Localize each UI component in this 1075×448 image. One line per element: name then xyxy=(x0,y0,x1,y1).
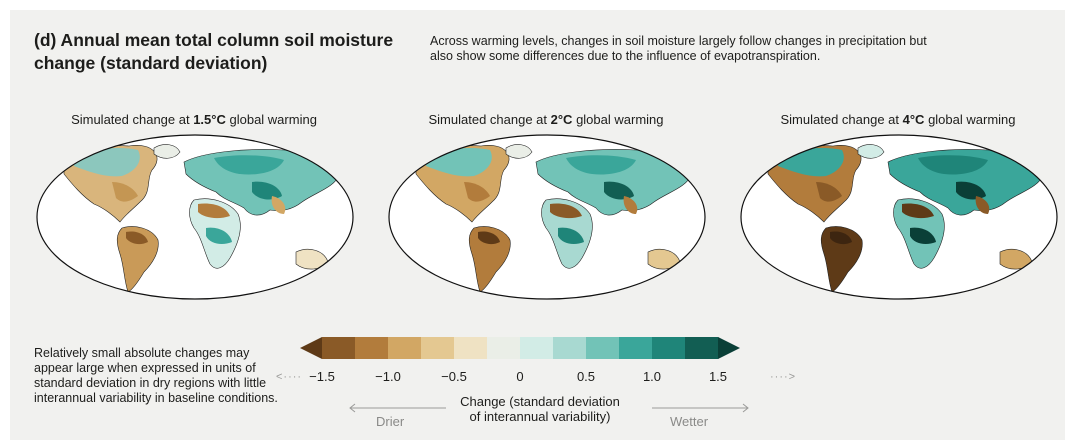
tick-label: 1.0 xyxy=(642,369,662,384)
colorbar-extend-high xyxy=(718,337,740,359)
arrow-right-dashed: ····> xyxy=(770,371,797,383)
wetter-arrow xyxy=(652,403,749,413)
tick-label: 1.5 xyxy=(708,369,728,384)
warming-level-2: 2°C xyxy=(550,112,573,127)
colorbar-cell xyxy=(553,337,587,359)
colorbar-cell xyxy=(520,337,554,359)
figure-panel: (d) Annual mean total column soil moistu… xyxy=(10,10,1065,440)
colorbar-cell xyxy=(487,337,521,359)
map-4c xyxy=(740,134,1058,300)
map-1-5c xyxy=(36,134,354,300)
tick-label: 0.5 xyxy=(576,369,596,384)
footnote: Relatively small absolute changes may ap… xyxy=(34,346,278,405)
colorbar-cell xyxy=(619,337,653,359)
colorbar-cell xyxy=(421,337,455,359)
map-label-2: Simulated change at 2°C global warming xyxy=(428,112,664,127)
tick-label: 0 xyxy=(516,369,524,384)
colorbar-extend-low xyxy=(300,337,322,359)
map-2c xyxy=(388,134,706,300)
colorbar-cell xyxy=(388,337,422,359)
drier-label: Drier xyxy=(376,414,405,429)
warming-level-4: 4°C xyxy=(902,112,925,127)
panel-description: Across warming levels, changes in soil m… xyxy=(430,34,927,63)
colorbar-cell xyxy=(586,337,620,359)
tick-label: −1.5 xyxy=(309,369,335,384)
panel-title: (d) Annual mean total column soil moistu… xyxy=(34,30,394,73)
colorbar xyxy=(300,337,740,359)
colorbar-cell xyxy=(454,337,488,359)
tick-label: −0.5 xyxy=(441,369,467,384)
colorbar-cell xyxy=(355,337,389,359)
colorbar-cell xyxy=(322,337,356,359)
tick-label: −1.0 xyxy=(375,369,401,384)
arrow-left-dashed: <···· xyxy=(276,371,303,383)
drier-arrow xyxy=(349,403,446,413)
map-label-4: Simulated change at 4°C global warming xyxy=(780,112,1016,127)
colorbar-caption: Change (standard deviation of interannua… xyxy=(460,394,620,424)
colorbar-cell xyxy=(685,337,719,359)
colorbar-cell xyxy=(652,337,686,359)
map-label-1-5: Simulated change at 1.5°C global warming xyxy=(71,112,317,127)
warming-level-1-5: 1.5°C xyxy=(193,112,226,127)
colorbar-cells xyxy=(300,337,740,359)
wetter-label: Wetter xyxy=(670,414,709,429)
